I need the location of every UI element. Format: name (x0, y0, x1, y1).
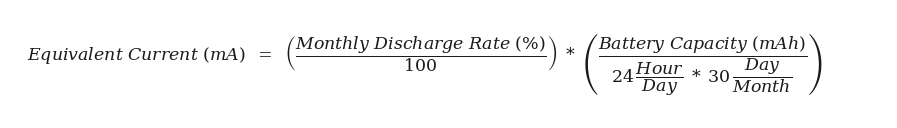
Text: $\mathit{Equivalent\ Current\ (mA)}$$\;\;=\;\;$$\left(\dfrac{\mathit{Monthly\ Di: $\mathit{Equivalent\ Current\ (mA)}$$\;\… (27, 30, 823, 98)
